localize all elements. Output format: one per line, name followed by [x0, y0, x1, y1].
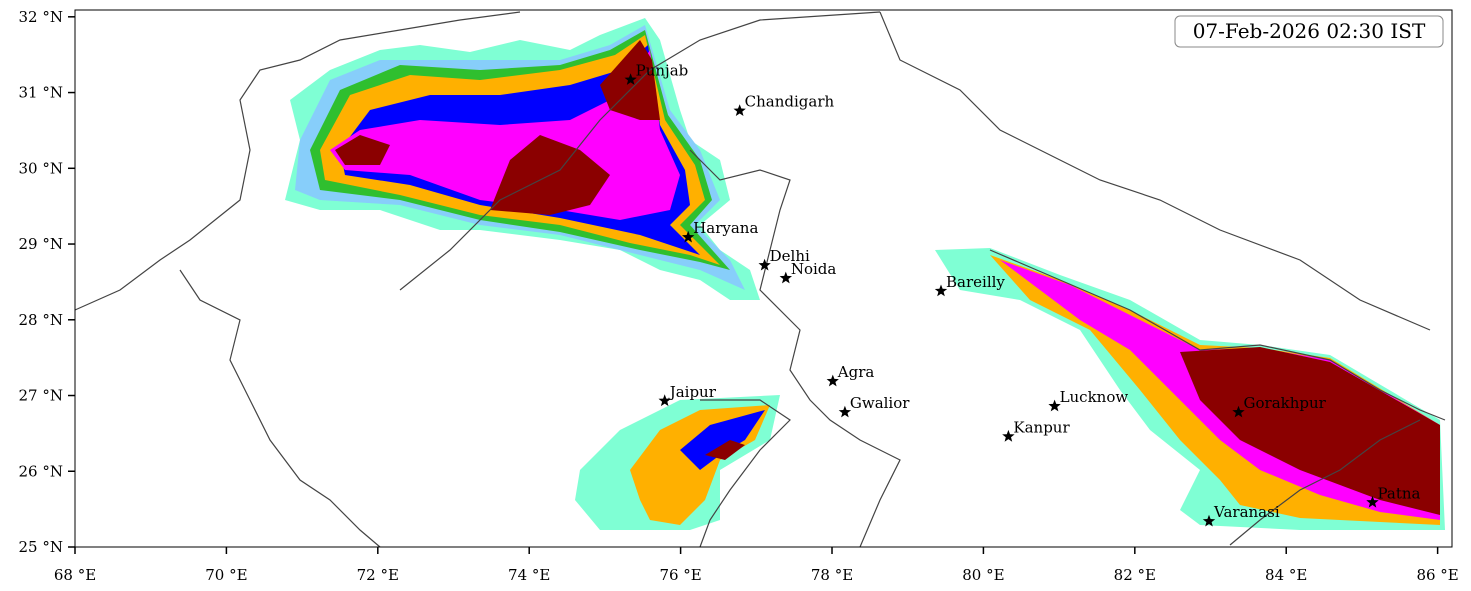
border	[879, 11, 1431, 331]
city-label: Lucknow	[1060, 388, 1129, 406]
borders	[74, 11, 1446, 548]
x-tick-label: 84 °E	[1265, 566, 1307, 584]
city-label: Punjab	[636, 62, 689, 80]
city-label: Delhi	[770, 247, 810, 265]
rain-area	[335, 135, 390, 165]
y-tick-label: 26 °N	[19, 462, 63, 480]
y-tick-label: 27 °N	[19, 387, 63, 405]
precipitation	[285, 18, 1445, 530]
y-tick-label: 28 °N	[19, 311, 63, 329]
rain-area	[705, 440, 745, 460]
border	[179, 269, 381, 548]
city-marker	[1002, 429, 1015, 442]
city-label: Gorakhpur	[1244, 394, 1327, 412]
city-marker	[624, 73, 637, 85]
x-tick-label: 82 °E	[1114, 566, 1156, 584]
city-marker	[1232, 405, 1245, 418]
city-marker	[1366, 495, 1379, 508]
city-marker	[838, 405, 852, 418]
y-tick-label: 31 °N	[19, 84, 63, 102]
border	[74, 11, 521, 311]
plot-frame	[74, 9, 1453, 548]
city-label: Varanasi	[1213, 503, 1280, 521]
city-marker	[826, 374, 839, 387]
x-tick-label: 68 °E	[54, 566, 96, 584]
city-label: Patna	[1378, 484, 1421, 502]
x-tick-label: 72 °E	[357, 566, 399, 584]
y-tick-label: 32 °N	[19, 8, 63, 26]
border	[989, 249, 1446, 421]
city-label: Haryana	[693, 219, 758, 237]
border	[699, 399, 791, 548]
city-marker	[682, 230, 695, 243]
city-marker	[758, 258, 771, 271]
city-marker	[1202, 514, 1216, 527]
y-tick-label: 30 °N	[19, 159, 63, 177]
x-tick-label: 76 °E	[659, 566, 701, 584]
timestamp-box	[1174, 15, 1444, 48]
x-tick-label: 78 °E	[811, 566, 853, 584]
x-tick-label: 86 °E	[1416, 566, 1458, 584]
city-label: Kanpur	[1013, 418, 1070, 436]
x-tick-label: 74 °E	[508, 566, 550, 584]
city-label: Bareilly	[946, 273, 1005, 291]
y-tick-label: 25 °N	[19, 538, 63, 556]
y-tick-label: 29 °N	[19, 235, 63, 253]
city-marker	[1048, 399, 1061, 412]
city-label: Noida	[791, 260, 837, 278]
city-marker	[934, 284, 948, 297]
city-label: Gwalior	[850, 394, 910, 412]
border	[399, 11, 881, 291]
timestamp: 07-Feb-2026 02:30 IST	[1193, 19, 1426, 43]
city-marker	[779, 271, 792, 284]
city-marker	[733, 104, 746, 116]
city-label: Agra	[837, 363, 875, 381]
x-tick-label: 80 °E	[962, 566, 1004, 584]
city-label: Chandigarh	[745, 93, 835, 111]
city-marker	[658, 394, 671, 407]
border	[1229, 419, 1421, 546]
x-tick-label: 70 °E	[205, 566, 247, 584]
rain-area	[1180, 347, 1440, 515]
border	[689, 149, 901, 548]
rain-area	[680, 410, 765, 470]
city-label: Jaipur	[668, 383, 717, 401]
